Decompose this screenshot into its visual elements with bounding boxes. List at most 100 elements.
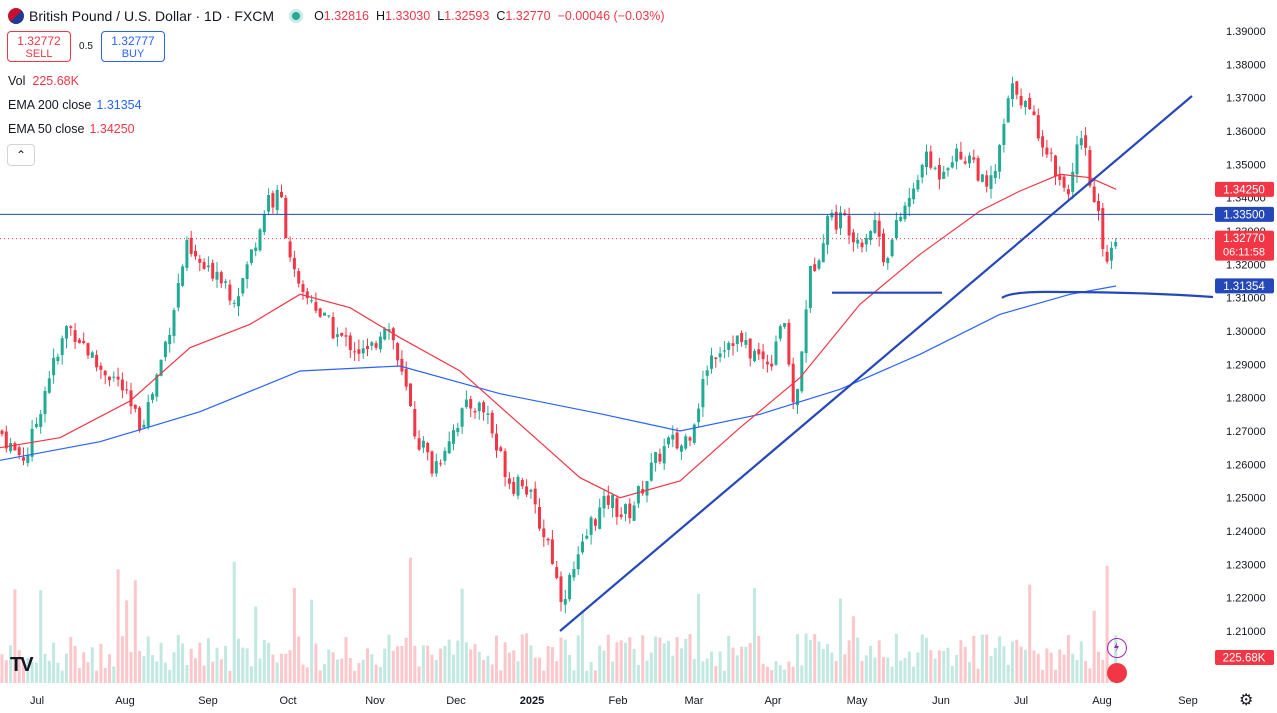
price-label-box (1215, 230, 1274, 261)
volume-bar (120, 636, 124, 683)
candle-body (1075, 144, 1079, 175)
gear-icon[interactable]: ⚙ (1239, 692, 1254, 709)
volume-bar (189, 648, 193, 683)
candle-body (628, 503, 632, 519)
candle-body (439, 463, 443, 465)
candle-body (262, 214, 266, 233)
volume-bar (86, 662, 90, 683)
candle-body (886, 258, 890, 264)
candle-body (735, 335, 739, 345)
volume-bar (1041, 669, 1045, 683)
volume-bar (993, 648, 997, 683)
volume-bar (267, 642, 271, 683)
volume-bar (538, 657, 541, 683)
symbol-title[interactable]: British Pound / U.S. Dollar · 1D · FXCM (29, 8, 275, 24)
volume-bar (550, 647, 554, 683)
candle-body (1002, 124, 1006, 145)
volume-bar (297, 636, 301, 683)
candle-body (882, 233, 885, 263)
y-tick-label: 1.26000 (1226, 459, 1266, 471)
candle-body (327, 315, 331, 317)
volume-bar (783, 669, 787, 683)
candle-body (890, 239, 894, 256)
price-label-text: 1.33500 (1223, 209, 1265, 221)
volume-bar (929, 650, 933, 683)
volume-bar (679, 648, 683, 683)
chevron-up-icon[interactable]: ⌃ (7, 144, 35, 166)
volume-bar (155, 661, 159, 683)
volume-bar (215, 647, 219, 683)
sell-button[interactable]: 1.32772 SELL (7, 31, 71, 62)
volume-bar (873, 657, 877, 683)
volume-bar (778, 665, 782, 683)
volume-bar (275, 662, 279, 683)
x-tick-label: Jul (1014, 695, 1028, 707)
volume-bar (568, 654, 572, 683)
candle-body (933, 167, 937, 169)
candle-body (929, 151, 933, 168)
volume-bar (589, 662, 593, 683)
volume-bar (619, 640, 623, 683)
volume-bar (482, 659, 486, 683)
candle-body (1101, 208, 1105, 249)
candle-body (464, 399, 468, 408)
price-label-box (1215, 278, 1274, 294)
volume-bar (1028, 584, 1032, 683)
candle-body (370, 342, 374, 346)
volume-bar (800, 665, 804, 683)
volume-bar (22, 662, 25, 683)
volume-bar (378, 667, 382, 683)
candle-body (258, 229, 262, 251)
buy-button[interactable]: 1.32777 BUY (101, 31, 165, 62)
price-label-box (1215, 181, 1274, 197)
candle-body (249, 249, 253, 263)
candle-body (473, 410, 477, 413)
volume-bar (439, 648, 443, 683)
volume-bar (142, 656, 146, 683)
volume-bar (434, 659, 438, 683)
y-tick-label: 1.35000 (1226, 159, 1266, 171)
volume-bar (632, 648, 636, 683)
candle-body (310, 300, 314, 302)
candle-body (757, 349, 761, 355)
candle-body (705, 370, 709, 376)
candle-body (241, 278, 245, 294)
volume-bar (955, 655, 959, 683)
tradingview-logo-icon[interactable]: TV (10, 654, 34, 676)
candle-body (679, 445, 683, 452)
indicator-ema50[interactable]: EMA 50 close 1.34250 (8, 122, 135, 136)
volume-bar (456, 640, 460, 683)
candle-body (452, 430, 455, 444)
candle-body (533, 488, 537, 505)
candle-body (817, 260, 821, 269)
ema200-line (0, 285, 1117, 461)
volume-bar (90, 647, 94, 683)
volume-bar (486, 655, 490, 683)
candle-body (976, 158, 980, 181)
candle-body (1114, 241, 1118, 247)
volume-bar (232, 561, 236, 683)
volume-bar (1088, 668, 1092, 683)
volume-bar (305, 667, 309, 683)
candle-body (821, 243, 825, 263)
lightning-icon[interactable] (1107, 638, 1127, 658)
volume-bar (856, 637, 860, 683)
volume-bar (581, 610, 584, 683)
volume-bar (112, 666, 116, 683)
candle-body (1062, 176, 1066, 188)
candle-body (688, 437, 692, 441)
volume-bar (740, 646, 744, 683)
volume-bar (649, 652, 653, 683)
volume-bar (129, 651, 133, 683)
indicator-volume[interactable]: Vol 225.68K (8, 74, 79, 88)
volume-bar (413, 645, 417, 683)
candle-body (783, 323, 787, 327)
volume-bar (851, 616, 855, 683)
candle-body (598, 507, 602, 529)
volume-bar (907, 651, 911, 683)
indicator-ema200[interactable]: EMA 200 close 1.31354 (8, 98, 142, 112)
candle-body (378, 336, 382, 350)
candle-body (568, 575, 572, 600)
volume-bar (47, 660, 51, 683)
